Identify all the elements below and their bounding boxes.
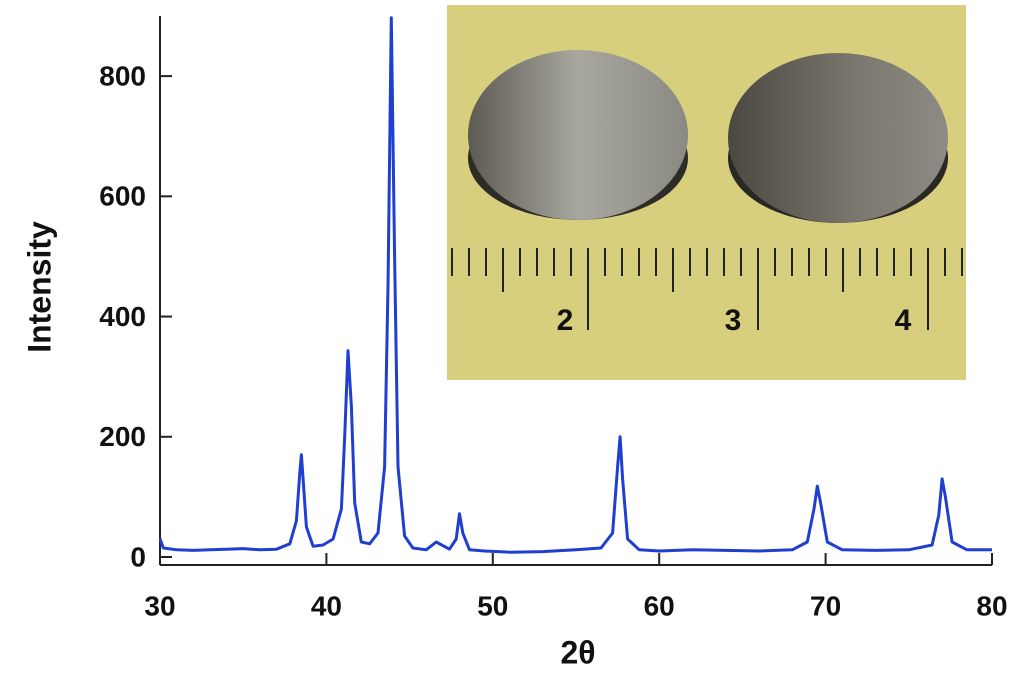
y-axis-label: Intensity [21, 221, 57, 353]
disc [468, 50, 688, 220]
x-tick-label: 60 [644, 590, 675, 621]
ruler-label: 4 [895, 304, 912, 337]
disc [728, 53, 948, 223]
x-tick-label: 50 [477, 590, 508, 621]
x-axis-label: 2θ [560, 634, 595, 670]
y-tick-label: 600 [99, 181, 146, 212]
inset-photo: 2 3 4 [447, 5, 966, 380]
ruler-label: 2 [557, 304, 574, 337]
y-tick-label: 0 [130, 541, 146, 572]
x-tick-label: 40 [311, 590, 342, 621]
ruler-label: 3 [725, 304, 742, 337]
y-tick-label: 200 [99, 421, 146, 452]
x-tick-label: 30 [144, 590, 175, 621]
data-line [158, 16, 992, 554]
y-tick-label: 400 [99, 301, 146, 332]
y-tick-label: 800 [99, 61, 146, 92]
x-tick-label: 70 [810, 590, 841, 621]
x-tick-label: 80 [976, 590, 1007, 621]
